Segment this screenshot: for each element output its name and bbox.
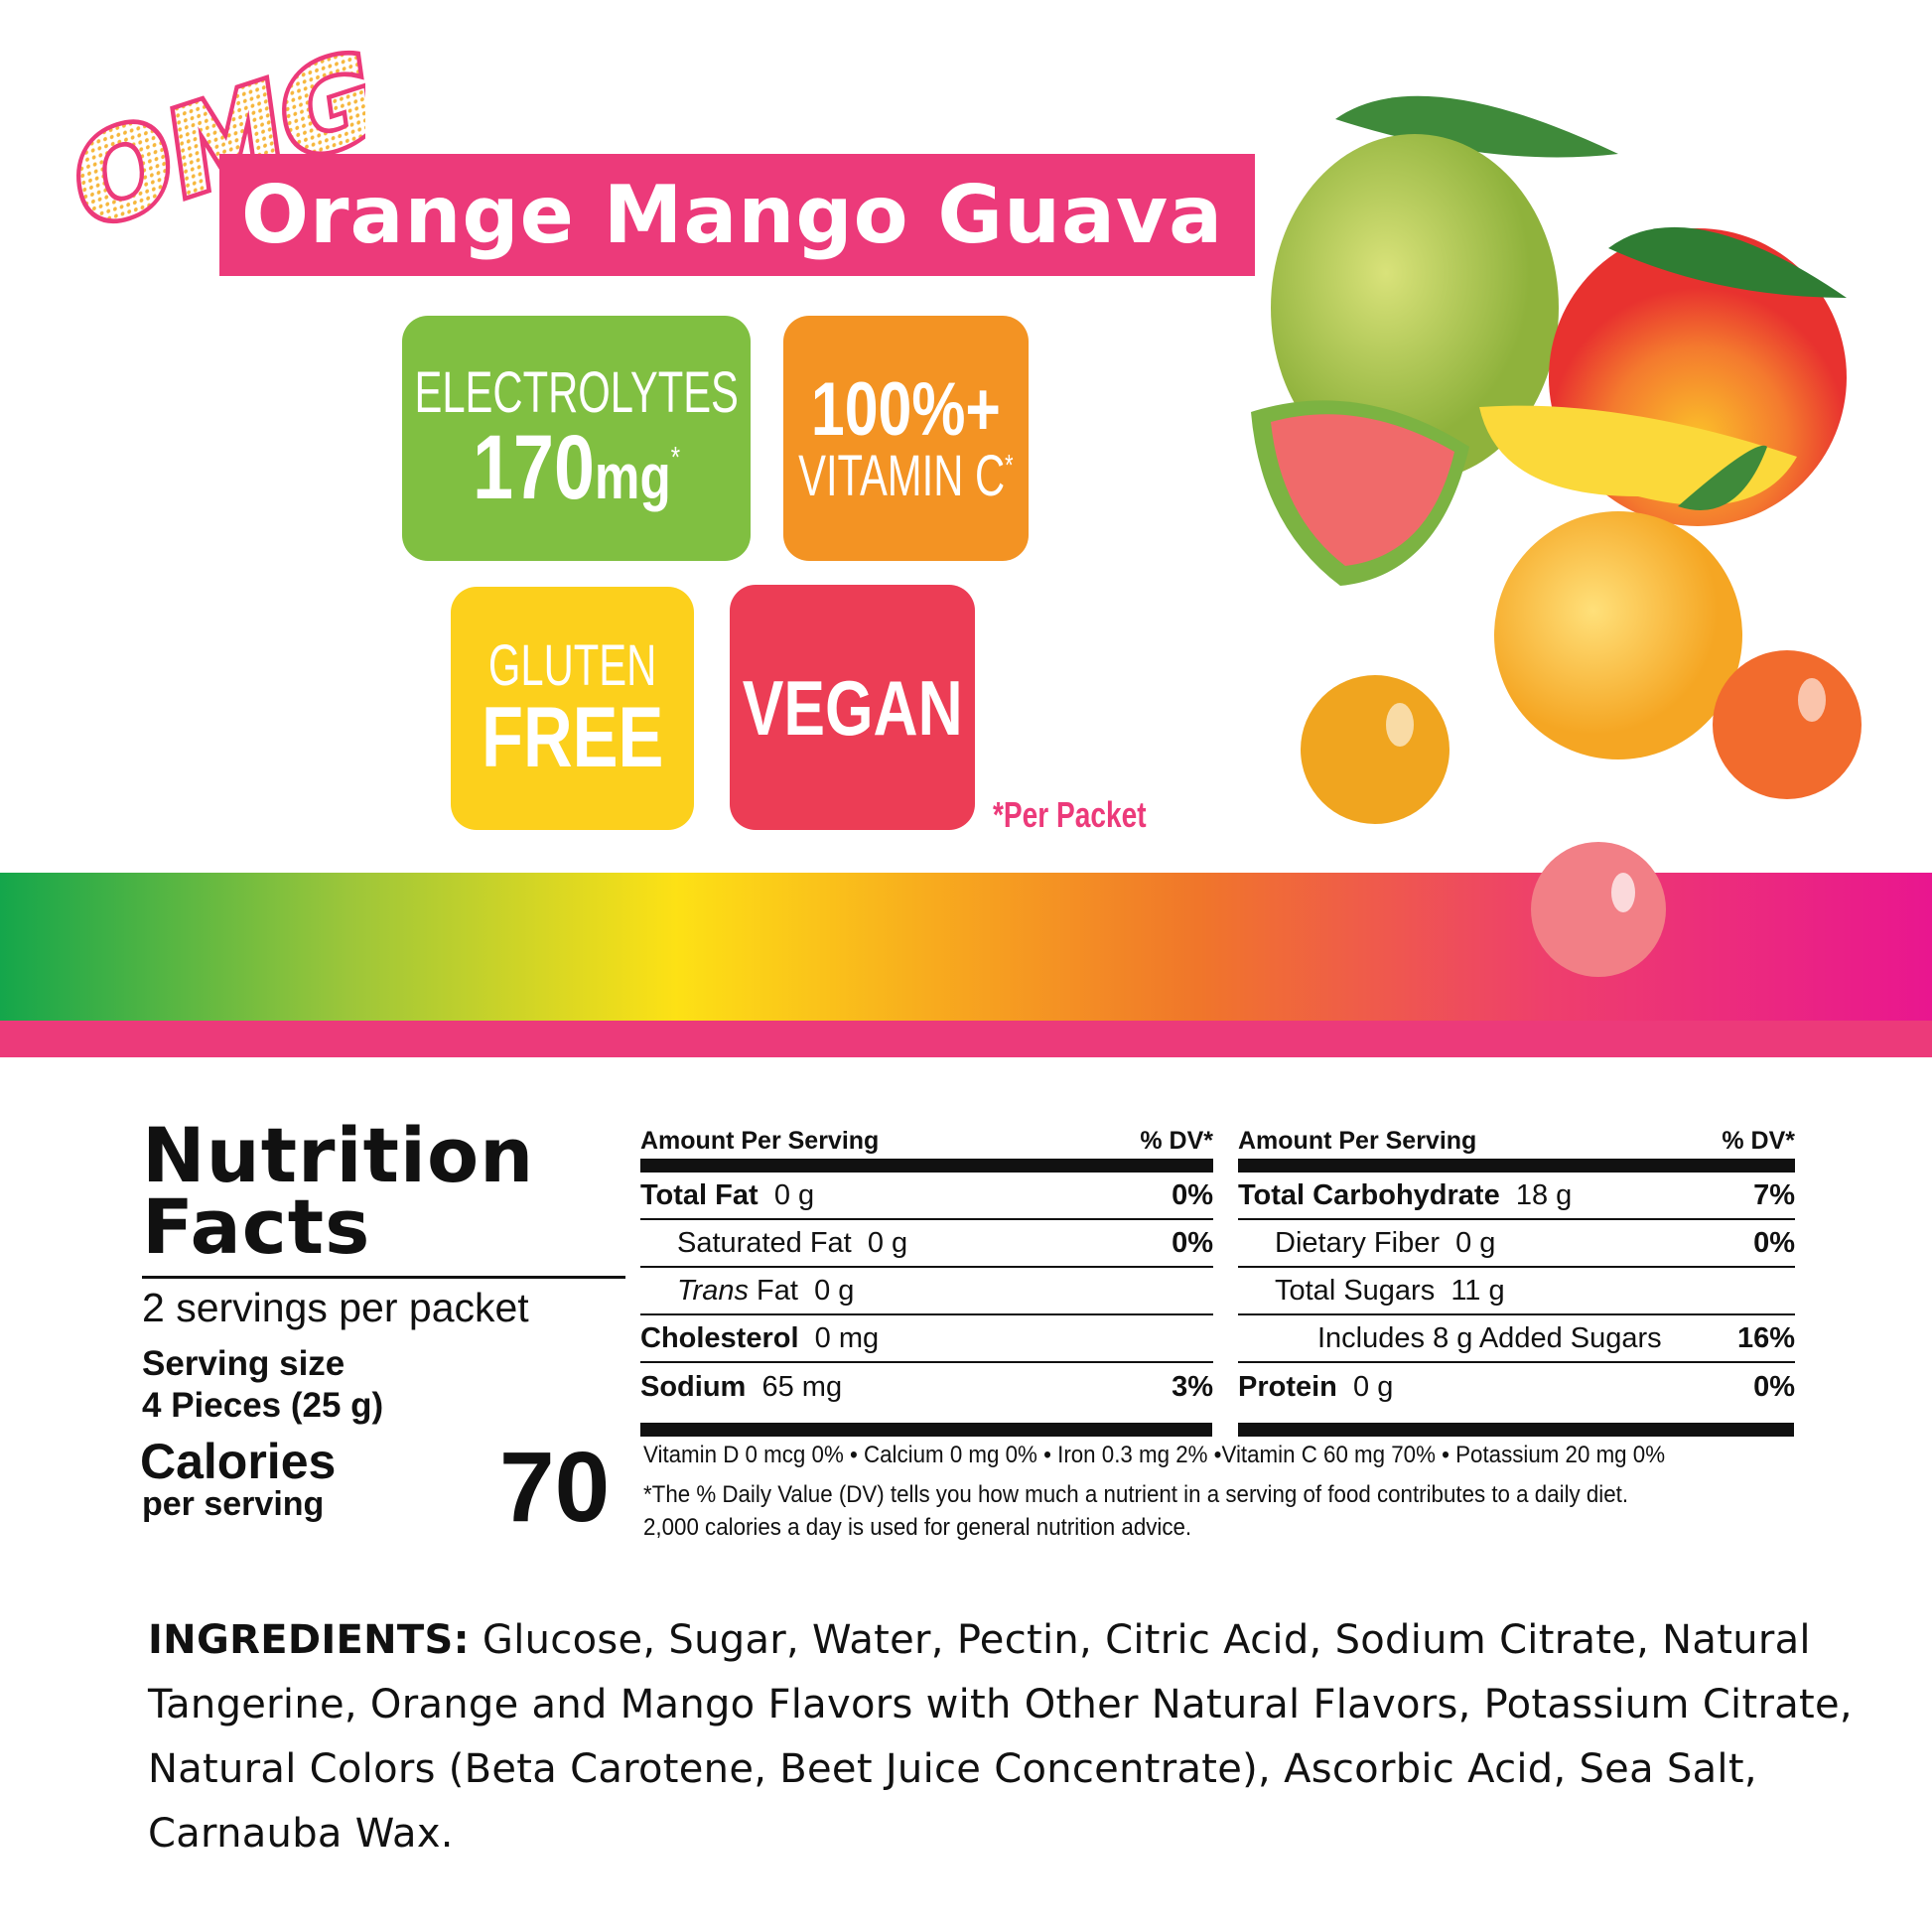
vitamins-line: Vitamin D 0 mcg 0% • Calcium 0 mg 0% • I…: [643, 1442, 1666, 1468]
table-row: Total Carbohydrate 18 g 7%: [1238, 1173, 1795, 1220]
header-dv: % DV*: [1140, 1127, 1213, 1155]
table-row: Sodium 65 mg 3%: [640, 1370, 1213, 1403]
vitamin-c-badge: 100%+ VITAMIN C*: [783, 316, 1029, 561]
table-row: Total Sugars 11 g: [1238, 1268, 1795, 1315]
divider: [142, 1276, 625, 1279]
nutrient-table-left: Amount Per Serving% DV* Total Fat 0 g 0% …: [640, 1122, 1213, 1411]
table-row: Protein 0 g 0%: [1238, 1370, 1795, 1403]
electrolytes-value: 170mg*: [473, 416, 680, 518]
ingredients-text: Glucose, Sugar, Water, Pectin, Citric Ac…: [148, 1617, 1853, 1857]
ingredients: INGREDIENTS: Glucose, Sugar, Water, Pect…: [148, 1608, 1856, 1866]
table-row: Dietary Fiber 0 g 0%: [1238, 1220, 1795, 1268]
vitamin-c-value: 100%+: [810, 366, 1001, 452]
fruit-illustration: [1251, 95, 1862, 824]
header-amount: Amount Per Serving: [640, 1127, 880, 1155]
leaf: [1678, 445, 1767, 510]
header-amount: Amount Per Serving: [1238, 1127, 1477, 1155]
dv-footnote: *The % Daily Value (DV) tells you how mu…: [643, 1481, 1629, 1541]
gluten-free-badge: GLUTEN FREE: [451, 587, 694, 830]
ingredients-label: INGREDIENTS:: [148, 1617, 470, 1663]
servings-per-packet: 2 servings per packet: [142, 1285, 529, 1330]
calories-sub: per serving: [142, 1485, 325, 1523]
free-label: FREE: [481, 689, 664, 785]
electrolytes-label: ELECTROLYTES: [414, 359, 739, 425]
omg-logo: OMG!: [63, 28, 365, 236]
vegan-label: VEGAN: [742, 663, 963, 752]
nutrient-table-right: Amount Per Serving % DV* Total Carbohydra…: [1238, 1122, 1795, 1411]
table-row: Saturated Fat 0 g 0%: [640, 1220, 1213, 1268]
orange-candy: [1713, 650, 1862, 799]
table-row: Includes 8 g Added Sugars 16%: [1238, 1315, 1795, 1363]
electrolytes-badge: ELECTROLYTES 170mg*: [402, 316, 751, 561]
guava: [1271, 134, 1559, 482]
gluten-label: GLUTEN: [487, 632, 657, 698]
nutrition-facts-title: Nutrition Facts: [142, 1111, 535, 1271]
yellow-candy: [1301, 675, 1449, 824]
thick-divider: [640, 1423, 1794, 1437]
vegan-badge: VEGAN: [730, 585, 975, 830]
leaf: [1335, 95, 1618, 158]
table-row: Cholesterol 0 mg: [640, 1315, 1213, 1363]
vitamin-c-label: VITAMIN C*: [798, 443, 1014, 508]
serving-size: Serving size 4 Pieces (25 g): [142, 1344, 384, 1425]
flavor-title: Orange Mango Guava: [219, 154, 1255, 276]
per-packet-note: *Per Packet: [993, 794, 1147, 835]
calories-label: Calories: [140, 1434, 337, 1489]
pink-candy: [1531, 842, 1666, 977]
header-dv: % DV*: [1722, 1127, 1795, 1155]
calories-value: 70: [499, 1432, 611, 1543]
table-row: Total Fat 0 g 0%: [640, 1173, 1213, 1220]
orange: [1494, 511, 1742, 759]
table-row: Trans Fat 0 g: [640, 1268, 1213, 1315]
pink-band: [0, 1021, 1932, 1057]
leaf: [1608, 226, 1847, 298]
